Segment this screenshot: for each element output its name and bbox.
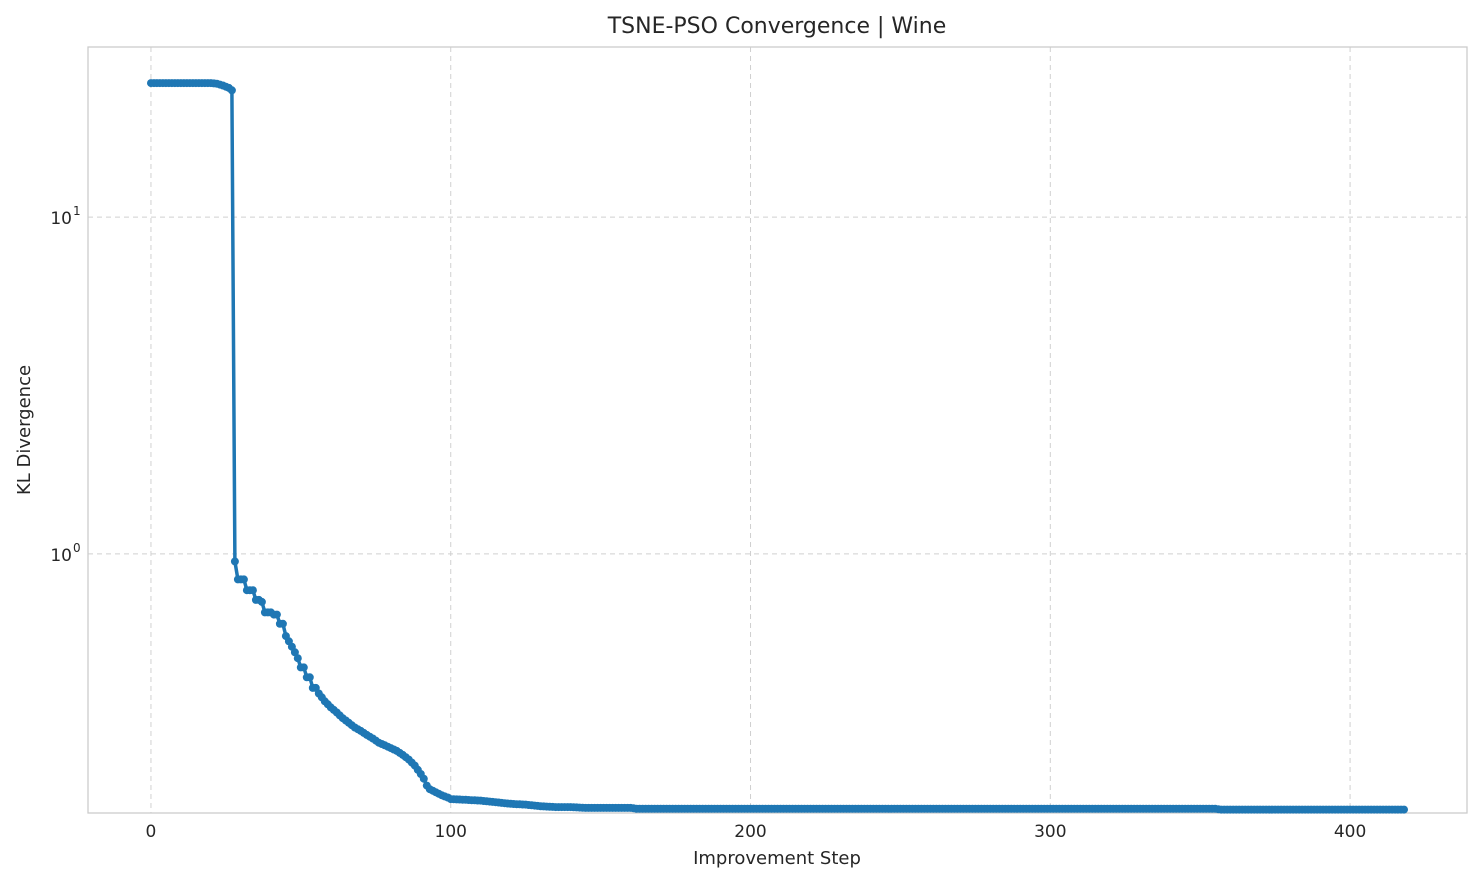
plot-area-frame	[87, 46, 1468, 814]
series-point	[419, 774, 428, 783]
x-tick-label: 300	[1034, 822, 1066, 842]
series-point	[230, 557, 239, 566]
series-point	[272, 610, 281, 619]
x-tick-label: 200	[734, 822, 766, 842]
x-tick-label: 400	[1334, 822, 1366, 842]
series-point	[290, 648, 299, 657]
series-layer	[147, 79, 1408, 814]
series-point	[227, 86, 236, 95]
y-tick-label: 10	[50, 209, 72, 229]
chart-title: TSNE-PSO Convergence | Wine	[607, 14, 947, 39]
series-point	[299, 663, 308, 672]
x-tick-label: 0	[146, 822, 157, 842]
series-point	[278, 619, 287, 628]
grid-layer	[88, 47, 1467, 813]
x-tick-label: 100	[435, 822, 467, 842]
series-point	[239, 575, 248, 584]
series-point	[293, 654, 302, 663]
y-tick-exponent: 1	[73, 204, 81, 218]
series-point	[248, 586, 257, 595]
y-tick-exponent: 0	[73, 541, 81, 555]
series-point	[1400, 805, 1408, 814]
series-line	[151, 81, 1404, 812]
series-point	[257, 597, 266, 606]
y-tick-label: 10	[50, 546, 72, 566]
y-axis-label: KL Divergence	[14, 365, 35, 495]
x-axis-label: Improvement Step	[693, 848, 861, 869]
series-point	[305, 673, 314, 682]
